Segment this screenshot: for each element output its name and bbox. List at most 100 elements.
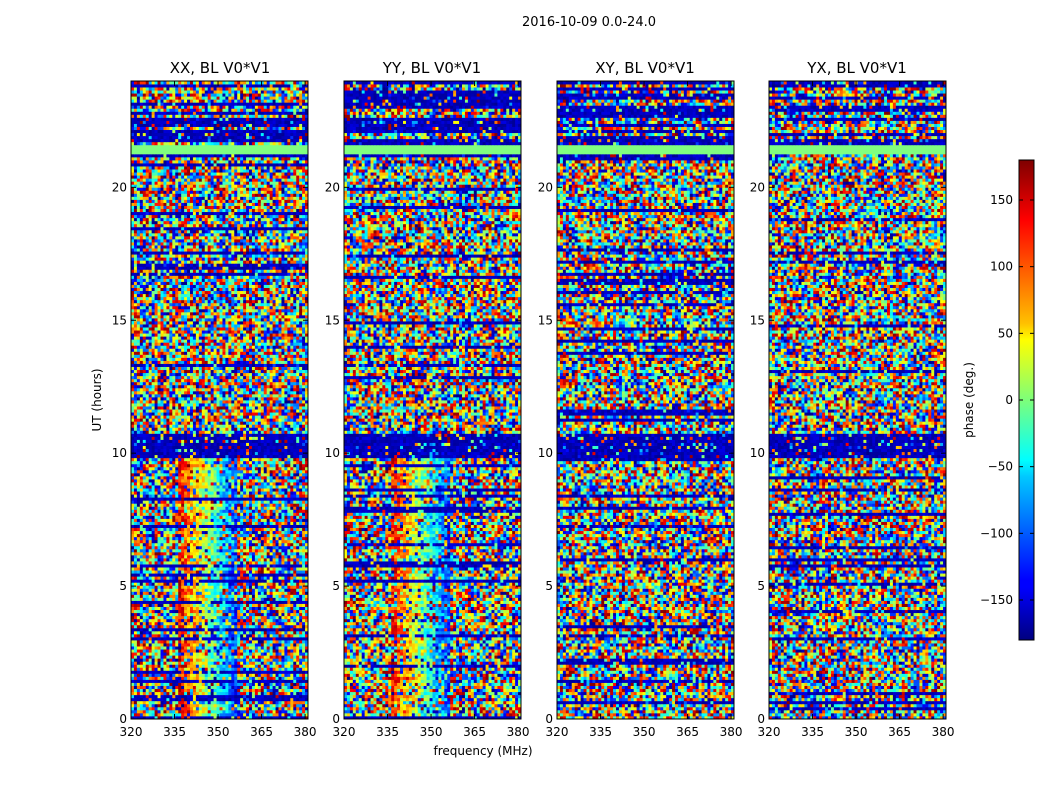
heatmap-cell [222,628,225,631]
heatmap-cell [199,625,202,628]
heatmap-cell [279,643,282,646]
heatmap-cell [178,655,181,658]
heatmap-cell [267,683,270,686]
heatmap-cell [175,664,178,667]
heatmap-cell [225,610,228,613]
heatmap-cell [196,655,199,658]
heatmap-cell [175,613,178,616]
heatmap-cell [273,631,276,634]
heatmap-cell [187,676,190,679]
heatmap-cell [302,707,305,710]
heatmap-cell [290,695,293,698]
heatmap-cell [217,652,220,655]
heatmap-cell [299,652,302,655]
heatmap-cell [175,655,178,658]
heatmap-cell [205,710,208,713]
heatmap-cell [172,625,175,628]
heatmap-cell [190,649,193,652]
heatmap-cell [149,655,152,658]
heatmap-cell [225,655,228,658]
heatmap-cell [273,646,276,649]
heatmap-cell [273,704,276,707]
heatmap-cell [252,670,255,673]
heatmap-cell [158,655,161,658]
heatmap-cell [299,658,302,661]
heatmap-cell [146,667,149,670]
heatmap-cell [137,704,140,707]
heatmap-cell [161,701,164,704]
heatmap-cell [220,683,223,686]
heatmap-cell [155,683,158,686]
heatmap-cell [172,686,175,689]
heatmap-cell [225,704,228,707]
heatmap-cell [184,692,187,695]
heatmap-cell [146,643,149,646]
heatmap-cell [249,628,252,631]
heatmap-cell [228,695,231,698]
heatmap-cell [187,616,190,619]
heatmap-cell [211,652,214,655]
heatmap-cell [158,689,161,692]
heatmap-cell [267,667,270,670]
heatmap-cell [231,692,234,695]
heatmap-cell [299,637,302,640]
heatmap-cell [190,628,193,631]
heatmap-cell [143,622,146,625]
heatmap-cell [279,683,282,686]
heatmap-cell [149,661,152,664]
heatmap-cell [276,664,279,667]
heatmap-cell [225,628,228,631]
heatmap-cell [270,698,273,701]
heatmap-cell [249,704,252,707]
heatmap-cell [225,689,228,692]
heatmap-cell [184,607,187,610]
heatmap-cell [299,673,302,676]
heatmap-cell [140,658,143,661]
heatmap-cell [193,701,196,704]
heatmap-cell [270,689,273,692]
heatmap-cell [155,661,158,664]
heatmap-cell [134,695,137,698]
heatmap-cell [169,664,172,667]
heatmap-cell [293,695,296,698]
heatmap-cell [149,707,152,710]
heatmap-cell [243,686,246,689]
heatmap-cell [208,704,211,707]
heatmap-cell [208,616,211,619]
heatmap-cell [255,649,258,652]
heatmap-cell [296,658,299,661]
heatmap-cell [276,643,279,646]
heatmap-cell [222,683,225,686]
heatmap-cell [231,634,234,637]
heatmap-cell [284,664,287,667]
heatmap-cell [261,680,264,683]
heatmap-cell [220,673,223,676]
heatmap-cell [205,667,208,670]
heatmap-cell [281,610,284,613]
heatmap-cell [211,610,214,613]
heatmap-cell [181,619,184,622]
heatmap-cell [255,628,258,631]
heatmap-cell [158,628,161,631]
heatmap-cell [211,704,214,707]
heatmap-cell [279,655,282,658]
heatmap-cell [172,628,175,631]
heatmap-cell [281,710,284,713]
heatmap-cell [131,676,134,679]
heatmap-cell [264,661,267,664]
heatmap-cell [237,686,240,689]
heatmap-cell [228,649,231,652]
heatmap-cell [231,686,234,689]
heatmap-cell [187,692,190,695]
heatmap-cell [146,652,149,655]
heatmap-cell [205,643,208,646]
heatmap-cell [249,676,252,679]
heatmap-cell [172,652,175,655]
heatmap-cell [140,701,143,704]
heatmap-cell [205,704,208,707]
heatmap-cell [296,667,299,670]
heatmap-cell [264,640,267,643]
heatmap-cell [187,704,190,707]
heatmap-cell [134,607,137,610]
heatmap-cell [287,616,290,619]
